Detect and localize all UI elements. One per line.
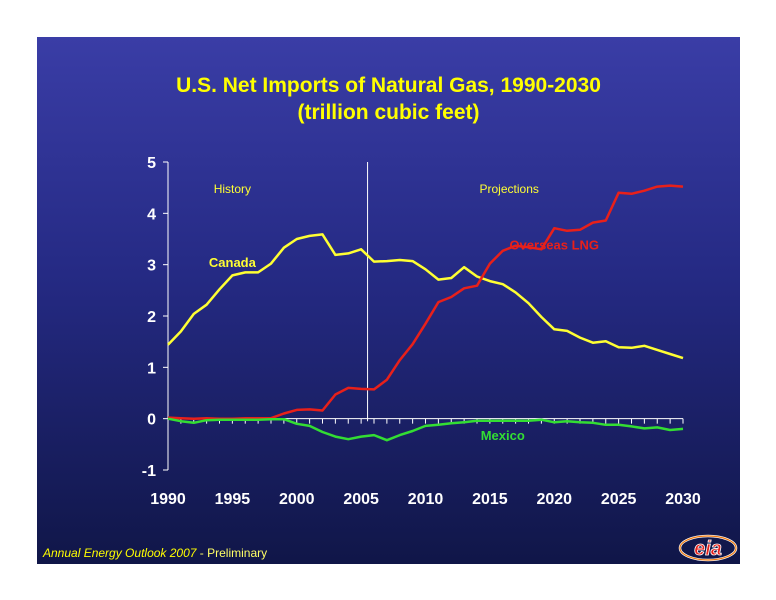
x-tick-label: 2015 (472, 491, 508, 508)
slide-background: -1 0 1 2 3 4 5 1990 1995 2000 2005 2010 2015 2020 2025… (37, 37, 740, 564)
x-tick-label: 2030 (665, 491, 701, 508)
y-tick-label: 0 (147, 412, 156, 429)
chart-title: U.S. Net Imports of Natural Gas, 1990-20… (176, 74, 601, 97)
footer-report-name: Annual Energy Outlook 2007 (43, 546, 197, 560)
footer-caption: Annual Energy Outlook 2007 - Preliminary (43, 546, 267, 560)
x-tick-label: 1995 (215, 491, 251, 508)
series-label-overseas-lng: Overseas LNG (509, 237, 599, 252)
x-tick-label: 2020 (536, 491, 572, 508)
series-line-mexico (167, 417, 684, 442)
x-tick-label: 2000 (279, 491, 315, 508)
series-label-mexico: Mexico (481, 428, 525, 443)
region-label: Projections (480, 182, 539, 196)
y-tick-label: -1 (142, 463, 156, 480)
series-line-canada (167, 233, 684, 360)
y-tick-label: 2 (147, 309, 156, 326)
eia-logo-text: eia (694, 538, 722, 560)
series-line-overseas-lng (167, 184, 684, 420)
x-tick-label: 2005 (343, 491, 379, 508)
y-tick-label: 4 (147, 206, 156, 223)
y-tick-label: 5 (147, 155, 156, 172)
y-tick-label: 3 (147, 258, 156, 275)
x-tick-label: 1990 (150, 491, 186, 508)
region-label: History (214, 182, 251, 196)
series-label-canada: Canada (209, 255, 257, 270)
x-tick-label: 2025 (601, 491, 637, 508)
y-tick-label: 1 (147, 360, 156, 377)
x-tick-label: 2010 (408, 491, 444, 508)
footer-status: - Preliminary (196, 546, 268, 560)
chart-subtitle: (trillion cubic feet) (297, 101, 480, 124)
eia-logo: eia (678, 534, 738, 562)
net-imports-line-chart: -1 0 1 2 3 4 5 1990 1995 2000 2005 2010 2015 2020 2025… (142, 155, 701, 508)
